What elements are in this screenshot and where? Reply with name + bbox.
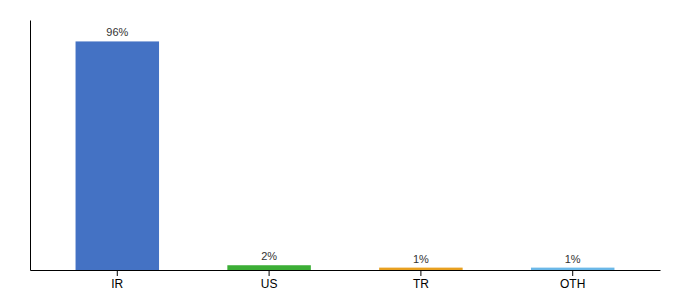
bar: [531, 268, 614, 270]
x-axis: IR US TR OTH: [31, 270, 661, 291]
chart-svg: IR US TR OTH 96% 2% 1% 1%: [0, 0, 680, 300]
bar: [76, 41, 159, 270]
chart-container: IR US TR OTH 96% 2% 1% 1%: [0, 0, 680, 300]
x-tick-label: IR: [111, 277, 123, 291]
plot-area: IR US TR OTH 96% 2% 1% 1%: [31, 21, 661, 291]
data-label: 1%: [413, 253, 429, 265]
x-tick-mark: [117, 270, 118, 276]
bar: [227, 265, 310, 270]
bar: [379, 268, 462, 270]
x-tick-mark: [269, 270, 270, 276]
data-label: 2%: [261, 250, 277, 262]
x-tick: OTH: [560, 270, 585, 291]
y-axis-line: [30, 21, 31, 271]
x-axis-line: [31, 270, 661, 271]
x-tick-label: TR: [413, 277, 429, 291]
x-tick-mark: [572, 270, 573, 276]
y-axis: [30, 21, 31, 271]
x-tick: IR: [111, 270, 123, 291]
data-labels: 96% 2% 1% 1%: [106, 26, 581, 264]
bars: [76, 41, 615, 270]
x-tick: US: [261, 270, 278, 291]
data-label: 1%: [565, 253, 581, 265]
x-tick-label: OTH: [560, 277, 585, 291]
x-tick-mark: [420, 270, 421, 276]
x-tick: TR: [413, 270, 429, 291]
data-label: 96%: [106, 26, 128, 38]
x-tick-label: US: [261, 277, 278, 291]
